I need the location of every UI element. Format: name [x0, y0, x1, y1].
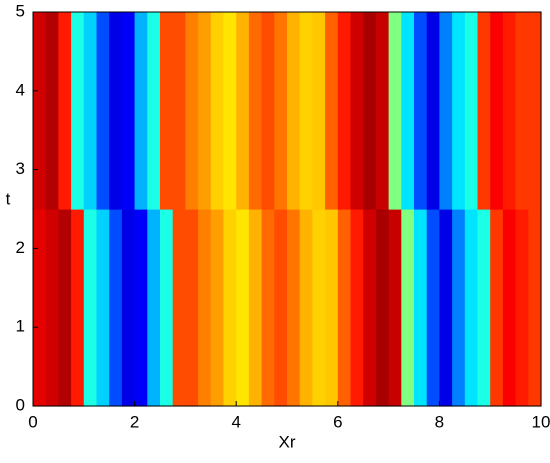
heatmap-cell: [287, 12, 301, 210]
x-tick-label: 0: [28, 412, 37, 431]
heatmap-cell: [350, 209, 364, 407]
heatmap-cell: [45, 12, 59, 210]
heatmap-cell: [223, 12, 237, 210]
heatmap-cell: [109, 12, 123, 210]
heatmap-cell: [414, 209, 428, 407]
x-tick-label: 4: [231, 412, 240, 431]
heatmap-cell: [388, 209, 402, 407]
heatmap-cell: [287, 209, 301, 407]
heatmap-cell: [464, 12, 479, 210]
heatmap-cell: [172, 12, 186, 210]
heatmap-cell: [401, 209, 415, 407]
heatmap-cell: [502, 209, 517, 407]
y-tick-label: 0: [16, 395, 25, 414]
heatmap-cell: [414, 12, 428, 210]
heatmap-cell: [45, 209, 59, 407]
heatmap-cell: [350, 12, 364, 210]
heatmap-cell: [439, 209, 453, 407]
x-tick-label: 2: [130, 412, 139, 431]
x-tick-label: 10: [532, 412, 550, 431]
heatmap-cell: [312, 209, 326, 407]
heatmap-cell: [426, 209, 440, 407]
heatmap-cell: [33, 209, 47, 407]
heatmap-cell: [375, 12, 390, 210]
heatmap-cell: [502, 12, 517, 210]
x-axis-label: Xr: [279, 432, 296, 451]
heatmap-cell: [325, 12, 339, 210]
heatmap-cell: [363, 12, 377, 210]
plot-frame: [32, 11, 542, 407]
heatmap-cell: [274, 209, 288, 407]
heatmap-cell: [452, 209, 466, 407]
heatmap-cell: [147, 12, 161, 210]
heatmap-cell: [185, 12, 199, 210]
heatmap-cell: [33, 12, 47, 210]
heatmap-cell: [439, 12, 453, 210]
heatmap-cell: [337, 209, 352, 407]
heatmap-cell: [71, 12, 85, 210]
heatmap-cell: [71, 209, 85, 407]
heatmap-cell: [388, 12, 402, 210]
axes: 0 2 4 6 8 10 0 1 2 3 4 5: [16, 1, 550, 431]
heatmap-cells: [33, 12, 542, 407]
heatmap-cell: [515, 209, 529, 407]
heatmap-cell: [58, 12, 72, 210]
y-tick-label: 1: [16, 317, 25, 336]
heatmap-cell: [261, 209, 275, 407]
heatmap-cell: [299, 209, 313, 407]
heatmap-cell: [515, 12, 529, 210]
heatmap-cell: [83, 12, 98, 210]
heatmap-cell: [325, 209, 339, 407]
heatmap-cell: [160, 12, 174, 210]
heatmap-cell: [147, 209, 161, 407]
heatmap-cell: [274, 12, 288, 210]
heatmap-cell: [426, 12, 440, 210]
heatmap-cell: [464, 209, 479, 407]
heatmap-cell: [198, 209, 212, 407]
heatmap-cell: [248, 209, 263, 407]
heatmap-cell: [134, 12, 148, 210]
heatmap-cell: [121, 209, 136, 407]
heatmap-cell: [198, 12, 212, 210]
heatmap-cell: [248, 12, 263, 210]
x-tick-label: 6: [333, 412, 342, 431]
heatmap-cell: [160, 209, 174, 407]
y-tick-label: 2: [16, 238, 25, 257]
heatmap-cell: [236, 12, 250, 210]
heatmap-cell: [96, 12, 110, 210]
heatmap-cell: [337, 12, 352, 210]
x-tick-label: 8: [435, 412, 444, 431]
heatmap-cell: [134, 209, 148, 407]
heatmap-cell: [185, 209, 199, 407]
heatmap-cell: [261, 12, 275, 210]
heatmap-cell: [299, 12, 313, 210]
heatmap-cell: [58, 209, 72, 407]
heatmap-cell: [401, 12, 415, 210]
heatmap-cell: [363, 209, 377, 407]
heatmap-cell: [477, 209, 491, 407]
y-axis-label: t: [6, 189, 11, 208]
heatmap-cell: [223, 209, 237, 407]
heatmap-cell: [375, 209, 390, 407]
heatmap-cell: [83, 209, 98, 407]
y-tick-label: 4: [16, 80, 25, 99]
heatmap-cell: [172, 209, 186, 407]
heatmap-cell: [528, 12, 542, 210]
heatmap-cell: [96, 209, 110, 407]
y-tick-label: 3: [16, 159, 25, 178]
heatmap-cell: [312, 12, 326, 210]
heatmap-cell: [452, 12, 466, 210]
heatmap-cell: [210, 209, 225, 407]
heatmap-cell: [210, 12, 225, 210]
heatmap-cell: [528, 209, 542, 407]
heatmap-cell: [121, 12, 136, 210]
heatmap-cell: [109, 209, 123, 407]
y-tick-label: 5: [16, 1, 25, 20]
heatmap-cell: [477, 12, 491, 210]
heatmap-cell: [490, 209, 504, 407]
heatmap-cell: [490, 12, 504, 210]
heatmap-cell: [236, 209, 250, 407]
